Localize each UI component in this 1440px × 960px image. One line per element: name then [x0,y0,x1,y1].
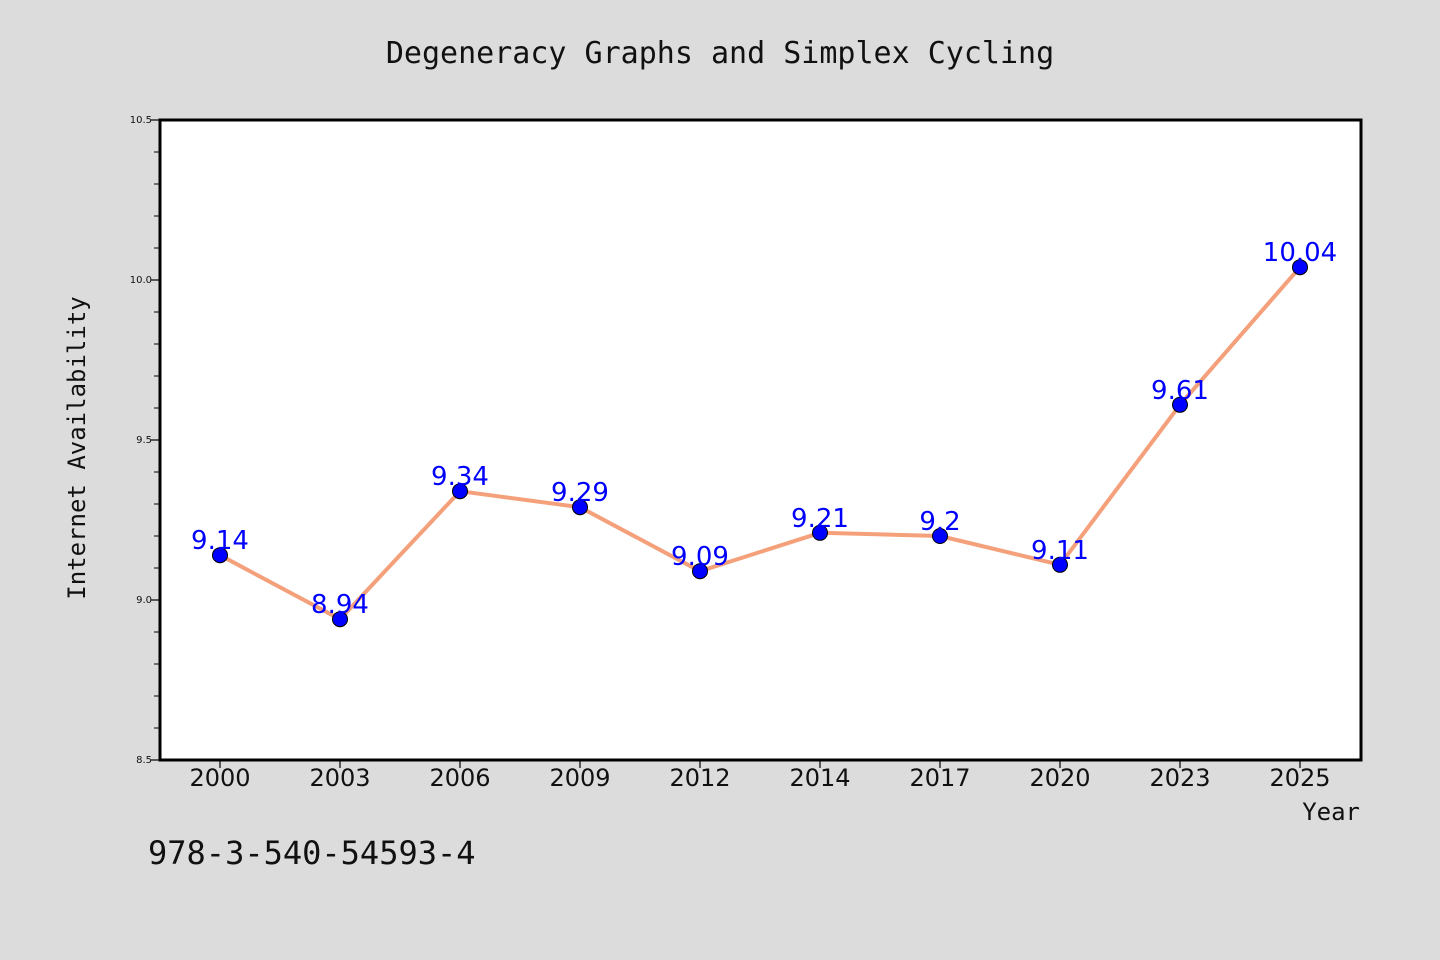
y-tick-label: 8.5 [136,755,152,766]
y-axis-label: Internet Availability [63,296,91,599]
data-point [1052,556,1068,573]
x-tick-label: 2003 [309,764,370,792]
y-tick-label: 9.0 [136,595,152,606]
data-point [572,499,588,516]
data-point [1292,259,1308,276]
data-label: 9.29 [551,478,609,508]
data-labels: 9.14 8.94 9.34 9.29 9.09 9.21 9.2 9.11 9.61 10.04 [191,238,1337,620]
x-tick-label: 2009 [549,764,610,792]
x-tick-label: 2012 [669,764,730,792]
plot-area [158,118,1363,762]
isbn-label: 978-3-540-54593-4 [148,834,476,872]
data-label: 9.11 [1031,536,1089,566]
chart-title: Degeneracy Graphs and Simplex Cycling [386,36,1054,71]
data-point [1172,396,1188,413]
x-tick-label: 2017 [909,764,970,792]
data-point [692,563,708,580]
data-point [332,611,348,628]
data-label: 9.21 [791,504,849,534]
data-label: 8.94 [311,590,369,620]
x-axis-label: Year [1302,798,1360,826]
data-label: 9.2 [919,507,960,537]
data-label: 9.14 [191,526,249,556]
y-tick-label: 10.0 [130,275,152,286]
x-tick-label: 2025 [1269,764,1330,792]
series-line [218,265,1302,622]
y-tick-label: 10.5 [130,115,152,126]
data-point [932,528,948,544]
x-axis: 2000 2003 2006 2009 2012 2014 2017 2020 2023 2025 [189,760,1331,792]
y-axis: 8.5 9.0 9.5 10.0 10.5 [130,115,160,766]
data-point [212,547,228,564]
x-tick-label: 2006 [429,764,490,792]
x-tick-label: 2023 [1149,764,1210,792]
data-label: 9.34 [431,462,489,492]
data-label: 9.61 [1151,376,1209,406]
x-tick-label: 2014 [789,764,850,792]
data-point [812,524,828,541]
data-series [212,259,1308,628]
x-tick-label: 2020 [1029,764,1090,792]
data-point [452,483,468,500]
x-tick-label: 2000 [189,764,250,792]
data-label: 9.09 [671,542,729,572]
data-label: 10.04 [1263,238,1337,268]
y-tick-label: 9.5 [136,435,152,446]
